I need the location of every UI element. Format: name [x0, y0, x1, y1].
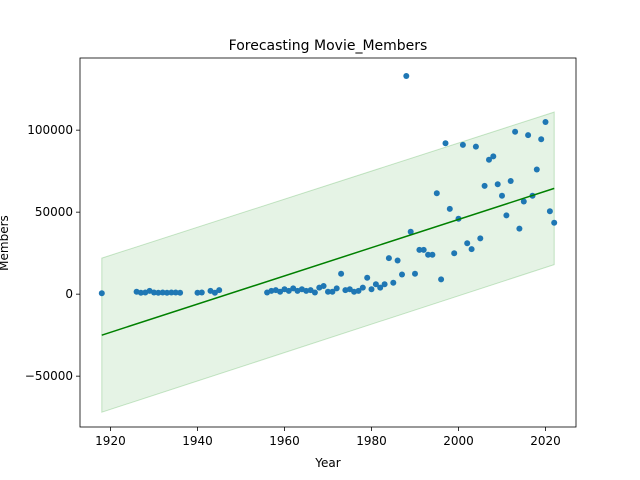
data-point [407, 228, 414, 235]
data-point [486, 156, 492, 163]
data-point [381, 281, 388, 288]
data-point [211, 289, 218, 296]
data-point [168, 289, 175, 296]
data-point [533, 166, 540, 173]
data-point [433, 190, 440, 197]
data-point [468, 246, 475, 253]
data-point [442, 140, 449, 147]
y-axis-ticks: −50000 0 50000 100000 [25, 123, 80, 383]
x-tick-label: 1980 [356, 434, 387, 448]
data-point [403, 73, 410, 79]
data-point [538, 136, 545, 143]
data-point [198, 289, 205, 296]
chart-title: Forecasting Movie_Members [229, 38, 428, 54]
data-point [494, 181, 501, 188]
data-point [420, 246, 427, 253]
data-point [464, 240, 471, 247]
trend-line [101, 187, 555, 336]
x-axis-label: Year [314, 456, 340, 470]
data-point [481, 182, 488, 189]
data-point [137, 289, 144, 296]
data-point [459, 141, 466, 148]
data-point [159, 289, 166, 296]
data-point [372, 281, 379, 288]
data-point [390, 279, 397, 286]
data-point [98, 290, 105, 297]
data-point [364, 274, 371, 281]
data-point [525, 132, 532, 139]
data-point [333, 285, 340, 292]
x-tick-label: 1960 [269, 434, 300, 448]
x-tick-label: 1920 [95, 434, 126, 448]
plot-frame [79, 57, 577, 428]
x-tick-label: 2020 [530, 434, 561, 448]
data-point [472, 143, 479, 150]
x-axis-ticks: 1920 1940 1960 1980 2000 2020 [95, 427, 561, 448]
data-point [399, 271, 405, 278]
y-tick-label: 50000 [35, 205, 73, 219]
data-point [451, 250, 458, 257]
data-point [325, 288, 331, 295]
data-point [546, 208, 553, 215]
data-point [151, 289, 157, 296]
data-point [516, 225, 523, 232]
data-point [499, 192, 505, 199]
data-point [377, 284, 384, 291]
data-point [446, 205, 453, 212]
data-point [394, 257, 401, 264]
data-point [512, 128, 519, 135]
data-point [164, 289, 170, 296]
data-point [477, 235, 484, 242]
y-axis-label: Members [0, 215, 11, 271]
y-tick-label: 100000 [27, 123, 73, 137]
data-point [507, 178, 514, 184]
y-tick-label: −50000 [25, 369, 73, 383]
data-point [359, 284, 366, 291]
data-point [490, 153, 497, 160]
data-point [355, 287, 362, 294]
data-point [320, 283, 327, 289]
data-point [329, 288, 336, 295]
data-point [416, 246, 423, 253]
data-point [368, 286, 375, 293]
data-point [542, 119, 549, 125]
data-point [172, 289, 179, 296]
data-point [551, 219, 558, 226]
data-point [177, 289, 184, 296]
data-point [520, 198, 527, 205]
data-point [429, 251, 436, 258]
data-point [311, 289, 318, 296]
data-point [155, 289, 162, 296]
data-point [425, 251, 432, 258]
data-point [385, 255, 392, 262]
scatter-points [98, 73, 558, 297]
data-point [503, 212, 510, 219]
y-tick-label: 0 [65, 287, 73, 301]
data-point [277, 288, 284, 295]
data-point [338, 270, 345, 277]
data-point [285, 287, 292, 294]
data-point [412, 270, 418, 277]
data-point [194, 289, 201, 296]
data-point [438, 276, 445, 283]
x-tick-label: 1940 [182, 434, 213, 448]
x-tick-label: 2000 [443, 434, 474, 448]
data-point [216, 287, 223, 294]
